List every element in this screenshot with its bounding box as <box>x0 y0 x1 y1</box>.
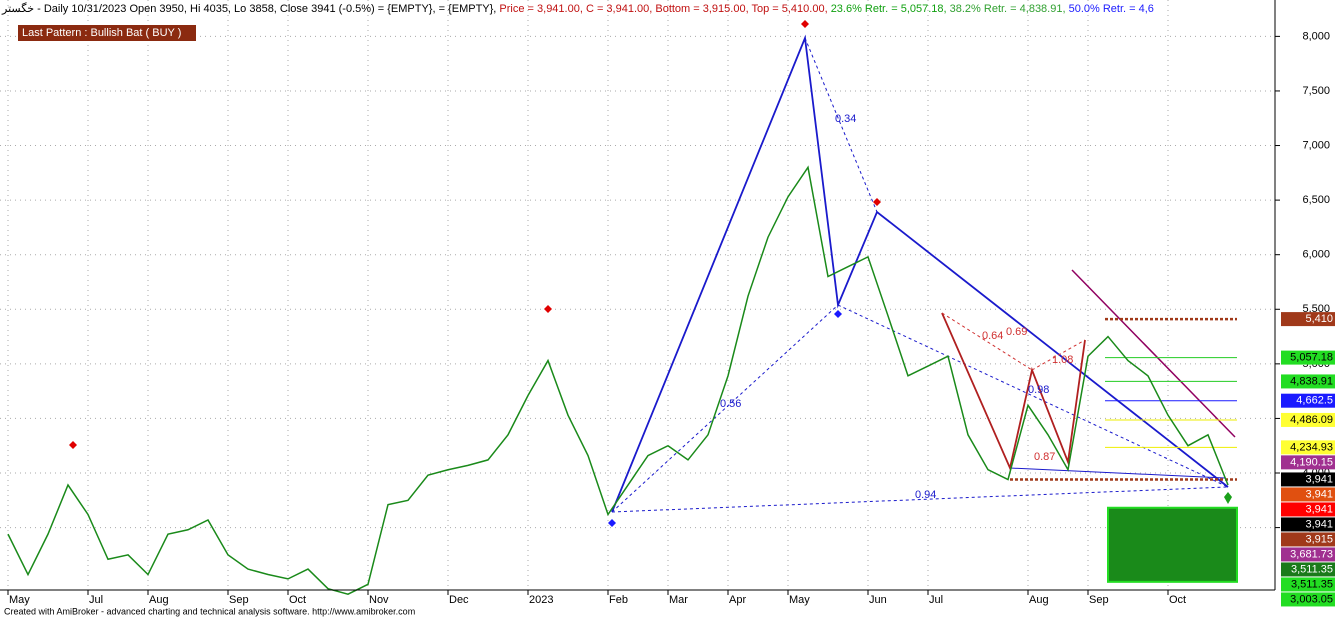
price-tag <box>1281 472 1335 487</box>
x-tick-label: Jul <box>929 594 943 606</box>
x-tick-label: Sep <box>229 594 249 606</box>
annotation: 0.87 <box>1034 451 1055 463</box>
pattern-box <box>18 25 196 41</box>
x-tick-label: Feb <box>609 594 628 606</box>
header-segment: خگستر - Daily 10/31/2023 Open 3950, Hi 4… <box>1 2 499 15</box>
price-line <box>7 165 1229 595</box>
header-segment: 50.0% Retr. = 4,6 <box>1069 3 1154 15</box>
annotation: 0.69 <box>1006 326 1027 338</box>
price-tag <box>1281 487 1335 502</box>
price-tag-label: 3,681.73 <box>1290 548 1333 560</box>
x-tick-label: Aug <box>149 594 169 606</box>
pattern-dash <box>611 486 1229 513</box>
x-tick-label: Nov <box>369 594 389 606</box>
y-tick-label: 6,000 <box>1302 249 1330 261</box>
y-tick-label: 7,500 <box>1302 85 1330 97</box>
channel-line <box>1009 467 1226 479</box>
price-tag-label: 3,003.05 <box>1290 593 1333 605</box>
price-tag-label: 4,662.5 <box>1296 395 1333 407</box>
price-tag-label: 3,941 <box>1305 473 1333 485</box>
price-tags: 5,410 5,057.18 4,838.91 4,662.5 4,486.09 4,23… <box>1281 312 1335 607</box>
x-tick-label: May <box>789 594 810 606</box>
grid <box>0 0 1275 590</box>
price-tag-label: 4,838.91 <box>1290 375 1333 387</box>
price-tag <box>1281 393 1335 408</box>
header-segment: 23.6% Retr. = 5,057.18, <box>831 3 950 15</box>
price-tag <box>1281 547 1335 562</box>
price-tag <box>1281 440 1335 455</box>
price-tag <box>1281 562 1335 577</box>
x-tick-label: Jun <box>869 594 887 606</box>
marker <box>1224 492 1232 504</box>
x-tick-label: Sep <box>1089 594 1109 606</box>
levels <box>1010 317 1238 583</box>
price-tag <box>1281 517 1335 532</box>
marker <box>544 305 552 313</box>
header-segment: 38.2% Retr. = 4,838.91, <box>950 3 1069 15</box>
price-tag <box>1281 577 1335 592</box>
x-tick-label: Apr <box>729 594 746 606</box>
pattern-label: Last Pattern : Bullish Bat ( BUY ) <box>22 27 181 39</box>
price-tag-label: 3,941 <box>1305 488 1333 500</box>
y-tick-label: 6,500 <box>1302 194 1330 206</box>
price-tag <box>1281 312 1335 327</box>
price-tag-label: 4,234.93 <box>1290 441 1333 453</box>
price-tag <box>1281 455 1335 470</box>
price-tag-label: 3,915 <box>1305 533 1333 545</box>
header-segment: Price = 3,941.00, C = 3,941.00, Bottom =… <box>499 3 830 15</box>
price-tag-label: 3,941 <box>1305 503 1333 515</box>
y-tick-label: 8,000 <box>1302 30 1330 42</box>
price-tag-label: 5,410 <box>1305 313 1333 325</box>
annotation: 0.64 <box>982 330 1003 342</box>
annotation: 0.98 <box>1028 384 1049 396</box>
x-tick-label: Jul <box>89 594 103 606</box>
price-tag-label: 4,486.09 <box>1290 414 1333 426</box>
marker <box>801 20 809 28</box>
marker <box>69 441 77 449</box>
x-tick-label: Oct <box>289 594 306 606</box>
marker <box>873 198 881 206</box>
x-tick-label: Mar <box>669 594 688 606</box>
x-tick-label: Oct <box>1169 594 1186 606</box>
series <box>7 165 1229 595</box>
annotation: 0.34 <box>835 113 856 125</box>
pattern-dash <box>1031 339 1086 371</box>
price-tag-label: 3,511.35 <box>1291 563 1333 575</box>
price-tag-label: 5,057.18 <box>1290 352 1333 364</box>
price-tag <box>1281 350 1335 365</box>
x-tick-label: 2023 <box>529 594 553 606</box>
x-axis: May Jul Aug Sep Oct Nov Dec 2023 Feb Mar Apr May Jun… <box>7 590 1186 606</box>
footer: Created with AmiBroker - advanced charti… <box>4 606 415 616</box>
price-tag <box>1281 502 1335 517</box>
price-tag <box>1281 374 1335 389</box>
x-tick-label: Dec <box>449 594 469 606</box>
price-tag-label: 3,511.35 <box>1291 578 1333 590</box>
price-tag-label: 3,941 <box>1305 518 1333 530</box>
harmonic-pattern <box>69 20 1236 527</box>
x-tick-label: Aug <box>1029 594 1049 606</box>
price-tag <box>1281 412 1335 427</box>
x-tick-label: May <box>9 594 30 606</box>
header: خگستر - Daily 10/31/2023 Open 3950, Hi 4… <box>1 2 1154 15</box>
marker <box>608 519 616 527</box>
price-tag-label: 4,190.15 <box>1290 456 1333 468</box>
y-tick-label: 7,000 <box>1302 139 1330 151</box>
pattern-dash <box>804 37 878 213</box>
trend-line <box>1071 269 1236 438</box>
price-tag <box>1281 592 1335 607</box>
price-tag <box>1281 532 1335 547</box>
annotation: 0.94 <box>915 489 936 501</box>
marker <box>834 310 842 318</box>
annotation: 0.56 <box>720 398 741 410</box>
target-zone <box>1107 506 1238 583</box>
annotation: 1.08 <box>1052 354 1073 366</box>
